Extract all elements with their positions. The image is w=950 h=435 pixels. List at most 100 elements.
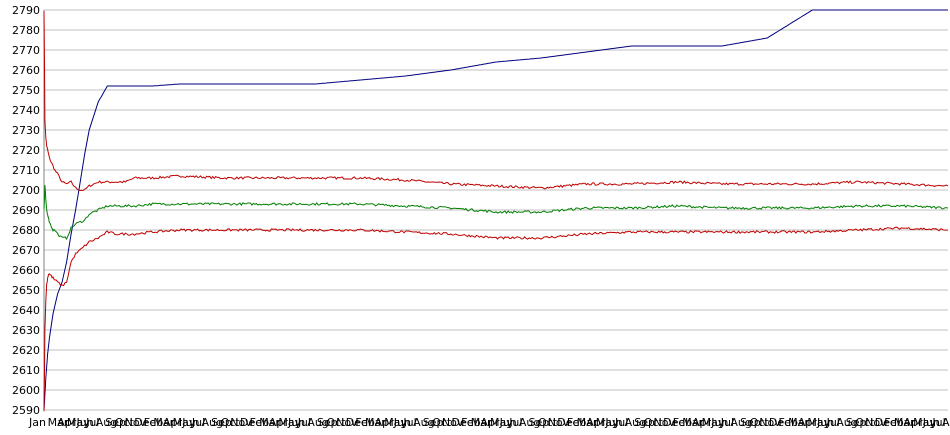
x-tick-label: Oct <box>432 416 452 429</box>
x-tick-label: May <box>384 416 407 429</box>
x-tick-label: Nov <box>336 416 358 429</box>
y-tick-label: 2670 <box>12 244 40 257</box>
y-tick-label: 2640 <box>12 304 40 317</box>
x-tick-label: Mar <box>577 416 598 429</box>
x-tick-label: May <box>490 416 513 429</box>
x-tick-label: Aug <box>307 416 328 429</box>
x-tick-label: Dec <box>134 416 155 429</box>
x-tick-label: Aug <box>202 416 223 429</box>
series-line-1 <box>43 9 948 411</box>
y-tick-label: 2630 <box>12 324 40 337</box>
x-tick-label: Feb <box>144 416 163 429</box>
x-tick-label: Jun <box>393 416 411 429</box>
x-tick-label: Apr <box>163 416 183 429</box>
x-tick-label: Oct <box>750 416 770 429</box>
y-tick-label: 2730 <box>12 124 40 137</box>
x-tick-label: Sep <box>211 416 232 429</box>
x-tick-label: Jul <box>931 416 945 429</box>
x-tick-label: Aug <box>625 416 646 429</box>
x-tick-label: Dec <box>663 416 684 429</box>
x-tick-label: Sep <box>529 416 550 429</box>
x-tick-label: Apr <box>904 416 924 429</box>
x-tick-label: May <box>173 416 196 429</box>
y-tick-label: 2650 <box>12 284 40 297</box>
series-line-2 <box>43 11 949 192</box>
x-tick-label: Feb <box>779 416 798 429</box>
x-tick-label: Jul <box>614 416 628 429</box>
x-tick-label: Feb <box>355 416 374 429</box>
x-tick-label: Sep <box>105 416 126 429</box>
x-tick-label: Feb <box>250 416 269 429</box>
y-tick-label: 2780 <box>12 24 40 37</box>
x-tick-label: Apr <box>480 416 500 429</box>
y-tick-labels: 2590 2600 2610 2620 2630 2640 2650 2660 2670 2680… <box>12 4 40 417</box>
x-tick-label: Dec <box>875 416 896 429</box>
y-tick-label: 2760 <box>12 64 40 77</box>
x-tick-label: Mar <box>894 416 915 429</box>
x-tick-label: Jul <box>826 416 840 429</box>
x-tick-label: Jun <box>76 416 94 429</box>
x-tick-label: Oct <box>221 416 241 429</box>
y-tick-label: 2770 <box>12 44 40 57</box>
y-tick-label: 2720 <box>12 144 40 157</box>
x-tick-label: Dec <box>557 416 578 429</box>
x-tick-label: May <box>913 416 936 429</box>
x-tick-label: Sep <box>634 416 655 429</box>
y-tick-label: 2610 <box>12 364 40 377</box>
x-tick-label: Feb <box>884 416 903 429</box>
y-tick-label: 2680 <box>12 224 40 237</box>
x-tick-label: Nov <box>548 416 570 429</box>
x-tick-label: May <box>278 416 301 429</box>
x-tick-label: Oct <box>327 416 347 429</box>
x-tick-label: Mar <box>682 416 703 429</box>
x-tick-label: Jun <box>922 416 940 429</box>
x-tick-label: Mar <box>788 416 809 429</box>
x-tick-label: Sep <box>846 416 867 429</box>
y-tick-label: 2740 <box>12 104 40 117</box>
x-tick-label: Dec <box>240 416 261 429</box>
x-tick-label: Apr <box>57 416 77 429</box>
x-tick-label: Oct <box>855 416 875 429</box>
x-tick-label: Dec <box>346 416 367 429</box>
x-tick-label: Sep <box>423 416 444 429</box>
x-tick-label: Apr <box>269 416 289 429</box>
x-tick-label: Jul <box>508 416 522 429</box>
x-tick-label: Dec <box>769 416 790 429</box>
x-tick-label: Apr <box>692 416 712 429</box>
x-tick-label: Oct <box>644 416 664 429</box>
x-tick-label: Jul <box>297 416 311 429</box>
y-tick-label: 2710 <box>12 164 40 177</box>
series-line-4 <box>43 226 949 412</box>
series-group <box>43 9 949 412</box>
x-tick-label: Nov <box>654 416 676 429</box>
x-tick-label: Jun <box>710 416 728 429</box>
x-tick-label: Jun <box>287 416 305 429</box>
x-tick-label: Oct <box>538 416 558 429</box>
x-tick-labels: Jan MarAprMayJunJulAugSepOctNovDecFebMarA… <box>28 416 950 429</box>
x-tick-label: Jun <box>181 416 199 429</box>
x-tick-label: Aug <box>942 416 950 429</box>
x-tick-label: Jul <box>402 416 416 429</box>
x-tick-label: Oct <box>115 416 135 429</box>
y-tick-label: 2600 <box>12 384 40 397</box>
grid-lines <box>44 9 948 411</box>
x-tick-label: Jun <box>604 416 622 429</box>
x-tick-label: May <box>596 416 619 429</box>
x-tick-label: Jul <box>85 416 99 429</box>
x-tick-label: May <box>67 416 90 429</box>
x-tick-label: Aug <box>519 416 540 429</box>
y-tick-label: 2690 <box>12 204 40 217</box>
x-tick-label: Jul <box>720 416 734 429</box>
x-tick-label: Jan <box>28 416 46 429</box>
series-line-3 <box>43 185 949 241</box>
y-tick-label: 2700 <box>12 184 40 197</box>
y-tick-label: 2790 <box>12 4 40 17</box>
x-tick-label: Aug <box>96 416 117 429</box>
x-tick-label: Aug <box>413 416 434 429</box>
x-tick-label: Nov <box>125 416 147 429</box>
x-tick-label: Mar <box>48 416 69 429</box>
x-tick-label: Nov <box>442 416 464 429</box>
y-tick-label: 2590 <box>12 404 40 417</box>
x-tick-label: Dec <box>452 416 473 429</box>
x-tick-label: Apr <box>586 416 606 429</box>
